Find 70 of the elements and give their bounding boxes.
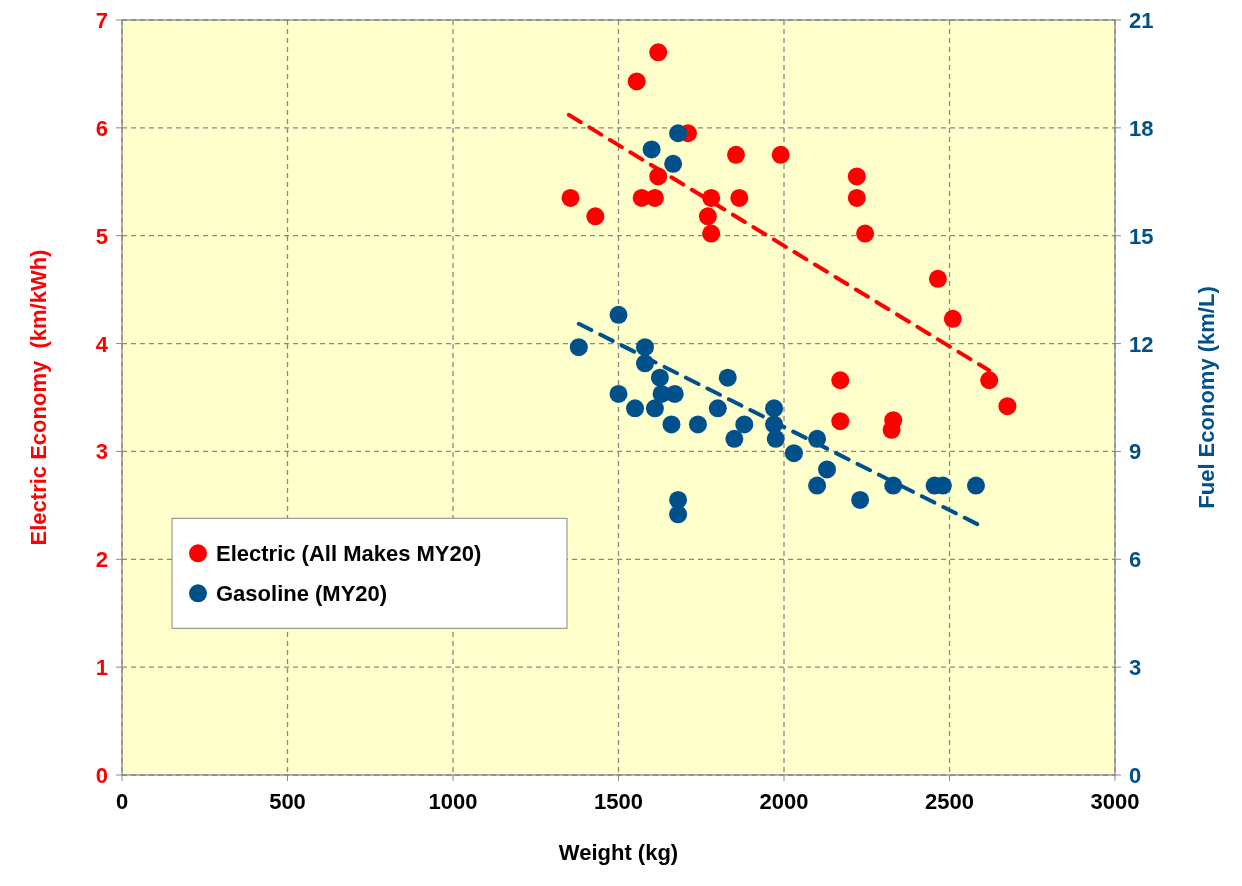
point — [851, 490, 870, 509]
point — [688, 415, 707, 434]
point — [725, 429, 744, 448]
point — [649, 43, 668, 62]
y-tick-label: 2 — [95, 547, 108, 573]
legend-label: Electric (All Makes MY20) — [216, 541, 482, 567]
point — [727, 145, 746, 164]
y2-tick-label: 3 — [1129, 655, 1142, 681]
point — [662, 415, 681, 434]
point — [766, 429, 785, 448]
point — [609, 384, 628, 403]
x-tick-label: 500 — [269, 789, 306, 814]
x-tick-label: 1500 — [594, 789, 643, 814]
point — [808, 476, 827, 495]
y-tick-label: 0 — [95, 763, 108, 788]
point — [664, 154, 683, 173]
y2-tick-label: 12 — [1129, 331, 1154, 357]
x-tick-label: 2500 — [925, 789, 974, 814]
x-tick-label: 2000 — [759, 789, 809, 814]
y2-axis-title: Fuel Economy (km/L) — [1194, 286, 1219, 509]
x-tick-label: 3000 — [1090, 789, 1140, 814]
point — [856, 224, 875, 243]
point — [818, 460, 837, 479]
point — [771, 145, 790, 164]
x-axis-title: Weight (kg) — [558, 840, 679, 865]
y2-tick-label: 18 — [1129, 115, 1154, 141]
point — [645, 399, 664, 418]
y-tick-label: 1 — [95, 655, 108, 681]
point — [730, 188, 749, 207]
point — [669, 505, 688, 524]
y-axis-title: Electric Economy (km/kWh) — [26, 249, 51, 546]
y-tick-label: 6 — [95, 115, 108, 141]
point — [650, 368, 669, 387]
point — [702, 224, 721, 243]
y2-tick-label: 6 — [1129, 547, 1142, 573]
y2-tick-label: 21 — [1129, 8, 1154, 33]
point — [847, 167, 866, 186]
y-tick-label: 3 — [95, 439, 108, 465]
point — [784, 444, 803, 463]
point — [765, 399, 784, 418]
point — [708, 399, 727, 418]
point — [642, 140, 661, 159]
legend-label: Gasoline (MY20) — [216, 581, 388, 607]
point — [847, 188, 866, 207]
point — [609, 305, 628, 324]
point — [627, 72, 646, 91]
x-tick-label: 0 — [115, 789, 129, 814]
point — [831, 371, 850, 390]
y2-tick-label: 15 — [1129, 223, 1154, 249]
y2-tick-label: 9 — [1129, 439, 1142, 465]
point — [735, 415, 754, 434]
point — [718, 368, 737, 387]
point — [928, 269, 947, 288]
point — [586, 207, 605, 226]
point — [966, 476, 985, 495]
point — [635, 338, 654, 357]
point — [980, 371, 999, 390]
point — [626, 399, 645, 418]
point — [698, 207, 717, 226]
point — [561, 188, 580, 207]
point — [943, 309, 962, 328]
y2-tick-label: 0 — [1129, 763, 1142, 788]
y-tick-label: 5 — [95, 223, 108, 249]
y-tick-label: 7 — [95, 8, 108, 33]
point — [831, 412, 850, 431]
point — [569, 338, 588, 357]
x-tick-label: 1000 — [428, 789, 478, 814]
point — [998, 397, 1017, 416]
y-tick-label: 4 — [95, 331, 109, 357]
point — [669, 124, 688, 143]
